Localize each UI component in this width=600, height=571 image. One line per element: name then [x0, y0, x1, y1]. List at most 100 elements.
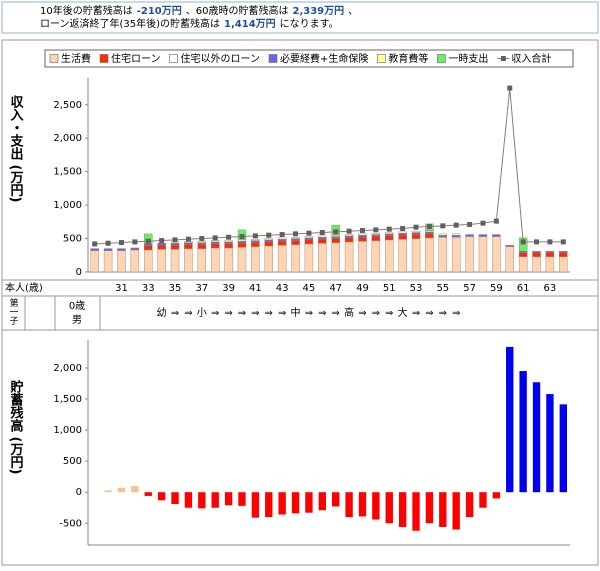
income-marker: [547, 239, 553, 245]
bar-segment: [291, 240, 300, 245]
child-label: 第一子: [8, 297, 19, 325]
income-marker: [359, 228, 365, 234]
legend-swatch: [49, 54, 59, 63]
bar: [358, 492, 367, 517]
stage-text: ⇒: [452, 308, 460, 319]
x-tick-label: 43: [276, 283, 289, 294]
bar-segment: [411, 238, 421, 273]
bar-segment: [170, 249, 180, 273]
stage-text: ⇒: [412, 308, 420, 319]
income-marker: [266, 232, 272, 238]
legend-label: 生活費: [61, 52, 91, 65]
legend-label: 住宅以外のローン: [181, 52, 261, 65]
y-tick-label: 0: [76, 487, 82, 498]
stage-text: 中: [291, 306, 301, 319]
bar-segment: [224, 241, 233, 245]
legend-label: 収入合計: [511, 52, 551, 65]
bar-segment: [318, 235, 327, 238]
bar-segment: [210, 243, 220, 249]
bar-segment: [90, 250, 99, 273]
bar-segment: [157, 245, 166, 250]
income-marker: [507, 85, 513, 91]
y-tick-label: 1,000: [53, 425, 82, 436]
y-tick-label: 1,500: [53, 394, 82, 405]
legend-swatch: [500, 56, 506, 61]
income-marker: [226, 234, 232, 240]
income-marker: [279, 232, 285, 238]
bar-segment: [385, 235, 394, 241]
bar-segment: [103, 248, 113, 251]
bar: [425, 492, 434, 524]
bar: [412, 492, 420, 531]
y-tick-label: -500: [59, 518, 82, 529]
bar: [184, 492, 193, 508]
income-marker: [480, 220, 486, 226]
bar-segment: [545, 252, 555, 257]
stage-text: 高: [344, 306, 354, 319]
income-marker: [185, 236, 191, 242]
bar-segment: [277, 239, 287, 242]
summary-line: 10年後の貯蓄残高は -210万円 、60歳時の貯蓄残高は 2,339万円、: [40, 4, 358, 17]
bar-segment: [157, 243, 166, 246]
legend-swatch: [99, 54, 109, 63]
income-line: [94, 87, 564, 245]
x-tick-label: 39: [222, 283, 235, 294]
bar-segment: [304, 243, 314, 273]
bar-segment: [170, 243, 180, 246]
y-tick-label: 2,000: [53, 363, 82, 374]
bar-segment: [344, 237, 354, 243]
stage-text: ⇒: [265, 308, 273, 319]
x-tick-label: 45: [303, 283, 316, 294]
bar-segment: [251, 246, 260, 273]
bar-segment: [237, 243, 247, 248]
summary-text: 、: [348, 6, 358, 17]
bar: [278, 492, 286, 515]
bar: [238, 492, 246, 506]
income-marker: [319, 230, 325, 236]
bar-segment: [492, 234, 501, 237]
income-marker: [252, 233, 258, 239]
bar: [291, 492, 300, 514]
bar: [318, 492, 326, 511]
summary-text: 、60歳時の貯蓄残高は: [186, 4, 289, 17]
bar-segment: [385, 232, 394, 235]
bar-segment: [385, 233, 394, 237]
y-axis-title: 収入・支出 (万円): [8, 95, 25, 202]
bar-segment: [117, 250, 126, 273]
bar: [305, 492, 313, 513]
bar-segment: [197, 242, 207, 245]
bar-segment: [210, 247, 220, 273]
stage-text: ⇒: [331, 308, 339, 319]
bar-segment: [237, 239, 247, 242]
bar-segment: [291, 238, 300, 241]
income-marker: [493, 218, 499, 224]
bar-segment: [478, 236, 488, 273]
legend-swatch: [169, 54, 178, 63]
bar: [506, 346, 514, 493]
bar-segment: [398, 235, 407, 240]
income-marker: [92, 241, 98, 247]
income-marker: [306, 230, 312, 236]
bar-segment: [532, 251, 541, 253]
y-axis-title: 貯蓄残高 (万円): [8, 379, 25, 474]
bar: [398, 492, 407, 527]
income-marker: [560, 239, 566, 245]
bar-segment: [251, 239, 260, 241]
bar-segment: [344, 234, 354, 237]
bar-segment: [264, 239, 273, 243]
income-marker: [426, 224, 432, 230]
bar-segment: [371, 240, 381, 273]
bar-segment: [411, 234, 421, 239]
y-tick-label: 1,500: [53, 167, 82, 178]
x-tick-label: 37: [195, 283, 208, 294]
bar-segment: [318, 239, 327, 244]
bar-segment: [438, 237, 448, 273]
bar-segment: [304, 239, 314, 245]
stage-text: ⇒: [171, 308, 179, 319]
income-marker: [172, 237, 178, 243]
income-marker: [118, 240, 124, 246]
bar-segment: [331, 236, 340, 239]
summary-text: -210万円: [137, 5, 182, 17]
x-tick-label: 49: [356, 283, 369, 294]
